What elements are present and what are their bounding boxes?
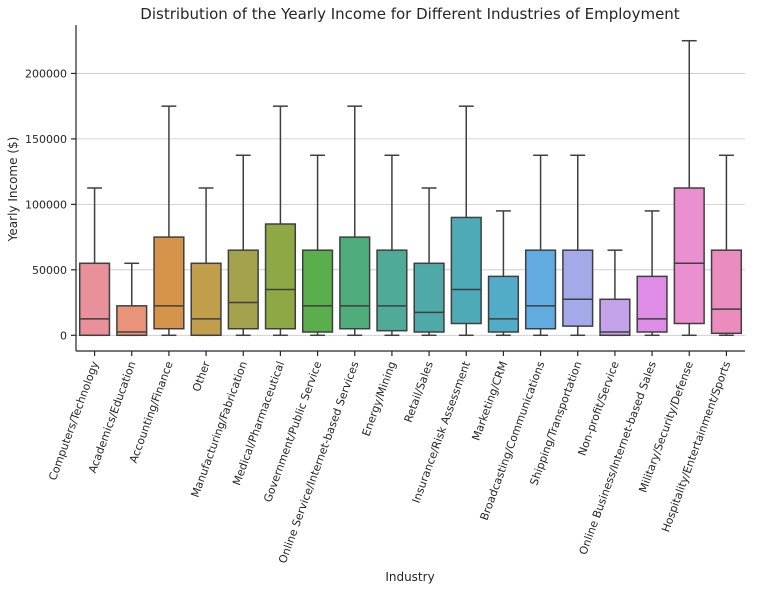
iqr-box bbox=[339, 236, 371, 330]
y-tick-label: 0 bbox=[60, 329, 67, 342]
iqr-box bbox=[562, 249, 594, 327]
box-broadcasting-communications bbox=[524, 154, 557, 337]
iqr-box bbox=[264, 223, 297, 330]
y-tick-label: 100000 bbox=[25, 198, 67, 211]
iqr-box bbox=[450, 216, 482, 325]
y-tick-label: 50000 bbox=[32, 264, 67, 277]
iqr-box bbox=[116, 305, 148, 337]
box-other bbox=[190, 187, 222, 337]
box-accounting-finance bbox=[153, 105, 185, 337]
iqr-box bbox=[487, 275, 520, 333]
box-marketing-crm bbox=[487, 210, 520, 337]
box-retail-sales bbox=[413, 187, 445, 337]
x-tick-label: Hospitality/Entertainment/Sports bbox=[659, 359, 733, 534]
boxes-group bbox=[78, 39, 743, 337]
box-hospitality-entertainment-sports bbox=[710, 154, 743, 337]
x-tick-label: Energy/Mining bbox=[360, 360, 399, 438]
x-tick-label: Online Business/Internet-based Sales bbox=[577, 359, 659, 556]
grid-lines bbox=[76, 73, 745, 336]
iqr-box bbox=[190, 262, 222, 337]
box-shipping-transportation bbox=[562, 154, 594, 337]
iqr-box bbox=[301, 249, 334, 333]
iqr-box bbox=[227, 249, 259, 330]
box-government-public-service bbox=[301, 154, 334, 337]
x-axis-ticks: Computers/TechnologyAcademics/EducationA… bbox=[46, 351, 733, 565]
box-academics-education bbox=[116, 262, 148, 337]
x-tick-label: Retail/Sales bbox=[402, 359, 436, 424]
x-tick-label: Broadcasting/Communications bbox=[478, 359, 548, 522]
chart-title: Distribution of the Yearly Income for Di… bbox=[140, 5, 680, 23]
box-online-business-internet-based-sales bbox=[636, 210, 668, 337]
box-energy-mining bbox=[376, 154, 408, 337]
iqr-box bbox=[710, 249, 743, 335]
box-military-security-defense bbox=[673, 39, 705, 337]
iqr-box bbox=[413, 262, 445, 333]
y-axis-ticks: 0 50000 100000 150000 200000 bbox=[25, 67, 76, 342]
iqr-box bbox=[599, 298, 631, 337]
x-tick-label: Marketing/CRM bbox=[470, 360, 511, 443]
x-tick-label: Non-profit/Service bbox=[575, 359, 621, 457]
box-non-profit-service bbox=[599, 249, 631, 337]
iqr-box bbox=[153, 236, 185, 330]
iqr-box bbox=[524, 249, 557, 330]
x-axis-label: Industry bbox=[385, 570, 434, 584]
x-tick-label: Other bbox=[190, 359, 213, 393]
iqr-box bbox=[376, 249, 408, 332]
box-computers-technology bbox=[78, 187, 111, 337]
iqr-box bbox=[636, 275, 668, 333]
x-tick-label: Online Service/Internet-based Services bbox=[276, 359, 362, 565]
box-online-service-internet-based-services bbox=[339, 105, 371, 337]
iqr-box bbox=[673, 187, 705, 325]
box-medical-pharmaceutical bbox=[264, 105, 297, 337]
iqr-box bbox=[78, 262, 111, 337]
box-insurance-risk-assessment bbox=[450, 105, 482, 337]
y-tick-label: 150000 bbox=[25, 133, 67, 146]
y-axis-label: Yearly Income ($) bbox=[6, 137, 20, 243]
y-tick-label: 200000 bbox=[25, 67, 67, 80]
box-manufacturing-fabrication bbox=[227, 154, 259, 337]
